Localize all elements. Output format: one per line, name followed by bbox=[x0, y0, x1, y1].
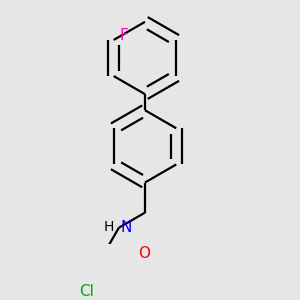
Text: F: F bbox=[120, 28, 128, 44]
Text: H: H bbox=[103, 220, 114, 234]
Text: N: N bbox=[121, 220, 132, 235]
Text: O: O bbox=[138, 246, 150, 261]
Text: Cl: Cl bbox=[79, 284, 94, 299]
